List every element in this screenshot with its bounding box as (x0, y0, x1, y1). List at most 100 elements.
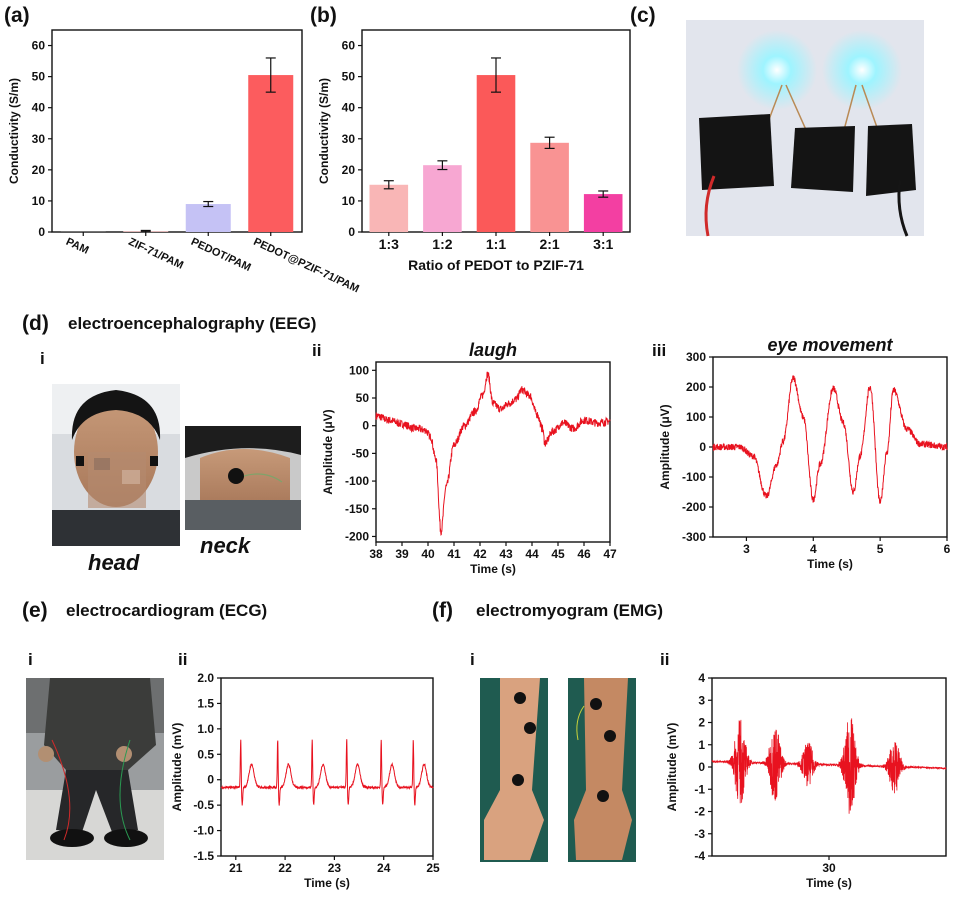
bar-1:1 (476, 75, 516, 232)
x-tick-label: 42 (473, 547, 487, 561)
caption-neck: neck (200, 533, 252, 558)
signal-trace (220, 739, 434, 806)
x-category-label: 2:1 (539, 236, 559, 252)
y-tick-label: 60 (32, 39, 46, 53)
y-tick-label: 0 (38, 225, 45, 239)
x-tick-label: 3 (743, 542, 750, 556)
y-tick-label: 50 (356, 391, 370, 405)
x-category-label: PEDOT@PZIF-71/PAM (251, 236, 360, 295)
y-tick-label: -1.5 (193, 849, 214, 863)
bar-PEDOT@PZIF-71/PAM (248, 75, 294, 232)
y-tick-label: 2.0 (197, 671, 214, 685)
y-axis-label: Conductivity (S/m) (317, 78, 331, 184)
y-tick-label: 1.5 (197, 696, 214, 710)
x-tick-label: 25 (426, 861, 440, 875)
y-tick-label: -1.0 (193, 824, 214, 838)
y-axis-label: Conductivity (S/m) (7, 78, 21, 184)
plot-frame (375, 361, 611, 543)
x-tick-label: 46 (577, 547, 591, 561)
y-tick-label: 20 (32, 163, 46, 177)
chart-conductivity-ratio: 0 10 20 30 40 50 60 1:3 1:2 1:1 2:1 3:1 Ratio of PED… (317, 29, 631, 273)
y-tick-label: -100 (682, 470, 706, 484)
y-tick-label: -200 (682, 500, 706, 514)
panel-label-d: (d) (22, 312, 49, 335)
x-tick-label: 4 (810, 542, 817, 556)
hydrogel-electrode-2 (791, 126, 855, 192)
sublabel-d-i: i (40, 349, 45, 368)
y-tick-label: 100 (686, 410, 706, 424)
chart-ecg: -1.5 -1.0 -0.5 0 0.5 1.0 1.5 2.0 21 22 23 24 25 Time … (170, 671, 440, 890)
panel-label-a: (a) (4, 4, 30, 27)
photo-led-circuit (686, 20, 924, 237)
x-tick-label: 30 (822, 861, 836, 875)
panel-label-b: (b) (310, 4, 337, 27)
y-axis-label: Amplitude (μV) (658, 404, 672, 489)
y-tick-label: 10 (342, 194, 356, 208)
y-tick-label: -50 (352, 446, 370, 460)
x-category-label: 3:1 (593, 236, 613, 252)
y-tick-label: 40 (342, 101, 356, 115)
x-category-label: PEDOT/PAM (189, 236, 253, 274)
panel-label-c: (c) (630, 4, 656, 27)
hydrogel-electrode-1 (699, 114, 774, 190)
y-tick-label: -4 (694, 849, 705, 863)
y-tick-label: 10 (32, 194, 46, 208)
y-tick-label: 60 (342, 39, 356, 53)
x-category-label: ZIF-71/PAM (126, 236, 185, 272)
y-tick-label: 3 (698, 693, 705, 707)
x-tick-label: 39 (395, 547, 409, 561)
y-tick-label: 1 (698, 738, 705, 752)
electrode-right-temple (150, 456, 158, 466)
y-tick-label: -2 (694, 805, 705, 819)
y-tick-label: 50 (342, 70, 356, 84)
sublabel-f-ii: ii (660, 650, 669, 669)
sublabel-f-i: i (470, 650, 475, 669)
chart-eeg-laugh: -200 -150 -100 -50 0 50 100 38 39 40 41 42 43 44 45 46 4… (321, 340, 617, 576)
heading-ecg: electrocardiogram (ECG) (66, 601, 267, 620)
y-tick-label: 20 (342, 163, 356, 177)
plot-frame (220, 677, 434, 857)
plot-frame (712, 356, 948, 538)
electrode-left-temple (76, 456, 84, 466)
photo-neck: neck (185, 426, 301, 558)
panel-label-e: (e) (22, 599, 48, 622)
bar-2:1 (530, 142, 569, 232)
red-wire (704, 175, 716, 237)
chart-title: eye movement (767, 335, 893, 355)
y-tick-label: 50 (32, 70, 46, 84)
x-tick-label: 44 (525, 547, 539, 561)
sublabel-d-iii: iii (652, 341, 666, 360)
heading-eeg: electroencephalography (EEG) (68, 314, 316, 333)
x-tick-label: 40 (421, 547, 435, 561)
x-axis-label: Time (s) (807, 557, 853, 571)
black-wire (897, 179, 909, 237)
y-tick-label: 40 (32, 101, 46, 115)
x-tick-label: 22 (278, 861, 292, 875)
y-tick-label: 0 (698, 760, 705, 774)
x-axis-label: Time (s) (806, 876, 852, 890)
sublabel-d-ii: ii (312, 341, 321, 360)
y-tick-label: 30 (32, 132, 46, 146)
y-tick-label: 2 (698, 716, 705, 730)
hydrogel-electrode-3 (866, 124, 916, 196)
y-tick-label: 0.5 (197, 747, 214, 761)
signal-trace (375, 371, 611, 536)
x-tick-label: 23 (328, 861, 342, 875)
x-axis-label: Time (s) (304, 876, 350, 890)
photo-ecg-subject (26, 678, 164, 860)
bar-1:2 (423, 165, 462, 232)
chart-eeg-eye-movement: -300 -200 -100 0 100 200 300 3 4 5 6 Time (s) Amplit… (658, 335, 951, 571)
sublabel-e-i: i (28, 650, 33, 669)
y-tick-label: 0 (207, 773, 214, 787)
caption-head: head (88, 550, 140, 575)
x-tick-label: 45 (551, 547, 565, 561)
chart-conductivity-samples: 0 10 20 30 40 50 60 PAM ZIF-71/PAM PEDOT/PAMPEDOT… (7, 29, 361, 295)
x-category-label: 1:2 (432, 236, 452, 252)
y-tick-label: 0 (348, 225, 355, 239)
photo-emg-forearm (480, 678, 636, 862)
y-tick-label: -3 (694, 827, 705, 841)
x-tick-label: 43 (499, 547, 513, 561)
x-tick-label: 38 (369, 547, 383, 561)
